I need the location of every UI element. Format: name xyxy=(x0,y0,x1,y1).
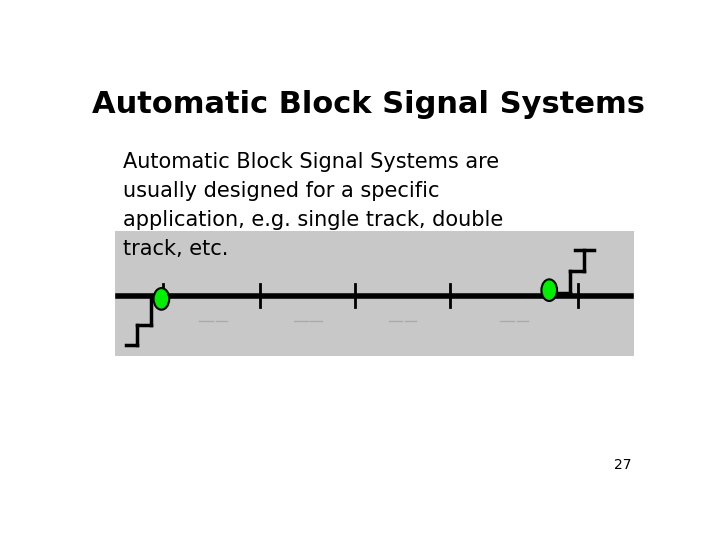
Ellipse shape xyxy=(153,288,169,310)
Text: Automatic Block Signal Systems: Automatic Block Signal Systems xyxy=(92,90,646,119)
Text: Automatic Block Signal Systems are
usually designed for a specific
application, : Automatic Block Signal Systems are usual… xyxy=(124,152,504,259)
Text: 27: 27 xyxy=(613,458,631,472)
Ellipse shape xyxy=(541,279,557,301)
Bar xyxy=(115,231,634,356)
